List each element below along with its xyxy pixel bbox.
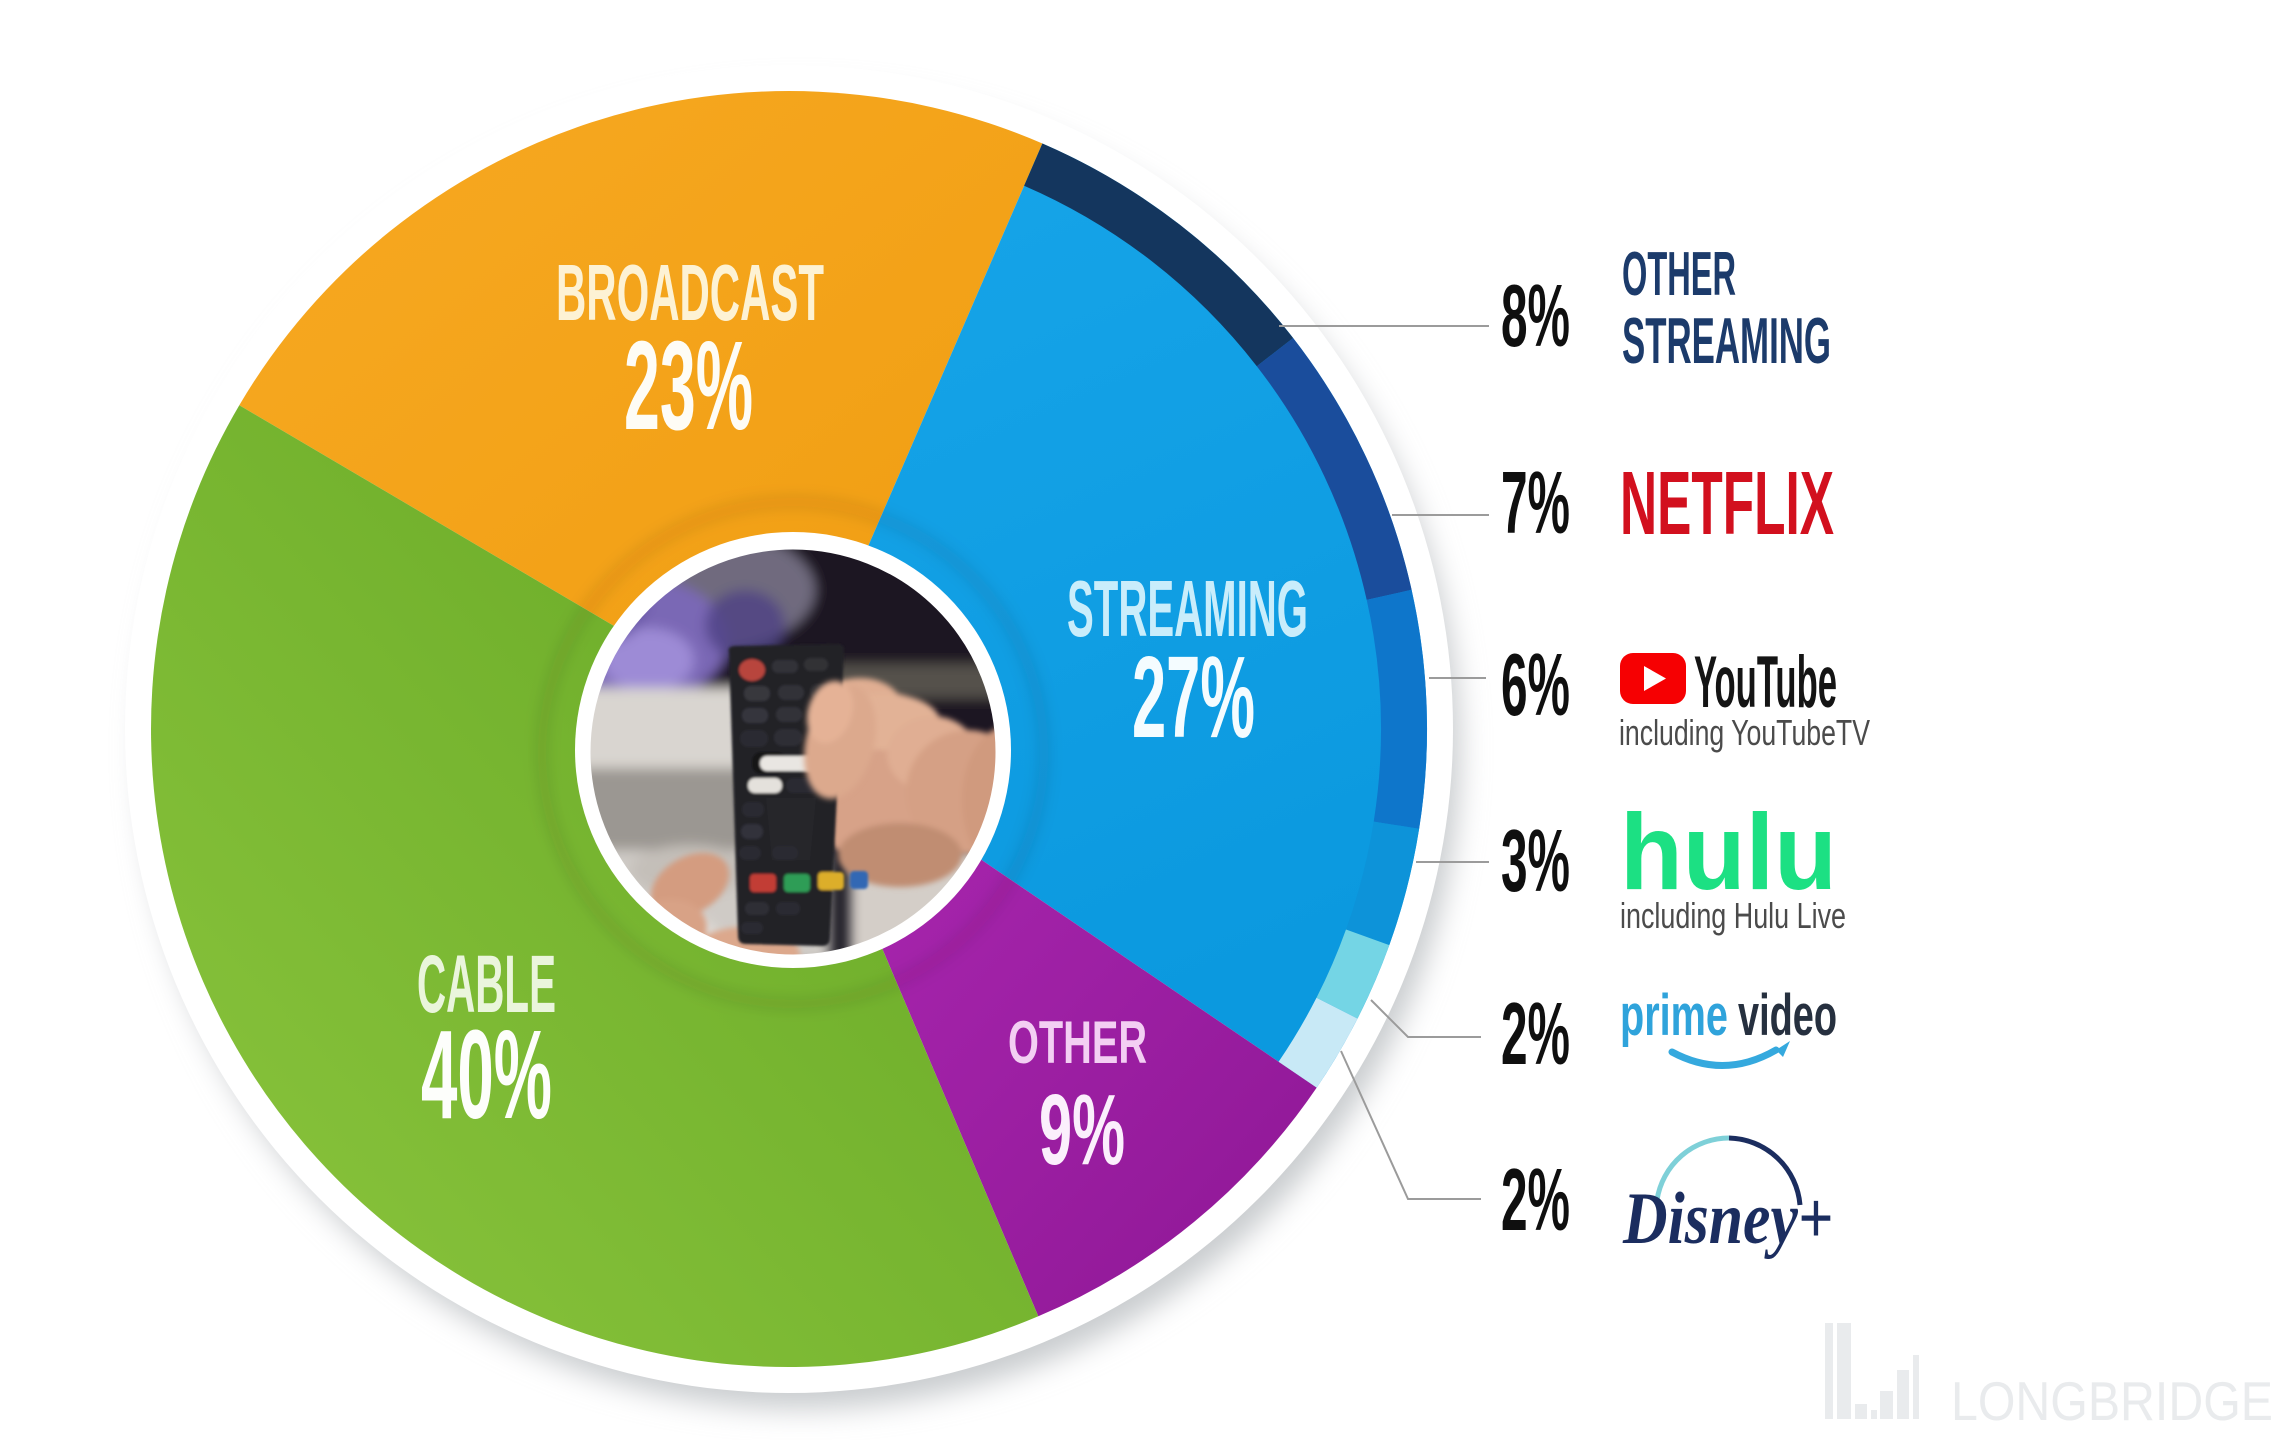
svg-text:40%: 40% (421, 1004, 552, 1145)
svg-text:8%: 8% (1501, 266, 1570, 365)
svg-text:NETFLIX: NETFLIX (1620, 454, 1834, 554)
svg-text:STREAMING: STREAMING (1067, 564, 1308, 653)
svg-text:2%: 2% (1501, 1150, 1570, 1249)
svg-text:hulu: hulu (1620, 791, 1837, 912)
svg-text:BROADCAST: BROADCAST (556, 248, 824, 337)
svg-text:including YouTubeTV: including YouTubeTV (1619, 712, 1870, 753)
svg-text:YouTube: YouTube (1694, 642, 1837, 723)
svg-text:7%: 7% (1501, 453, 1570, 552)
svg-text:video: video (1738, 983, 1837, 1048)
svg-text:9%: 9% (1039, 1074, 1125, 1186)
svg-text:6%: 6% (1501, 635, 1570, 734)
svg-text:Disney+: Disney+ (1622, 1178, 1833, 1260)
svg-text:CABLE: CABLE (417, 939, 556, 1030)
svg-text:prime: prime (1620, 983, 1728, 1048)
svg-text:including Hulu Live: including Hulu Live (1620, 895, 1846, 936)
svg-text:STREAMING: STREAMING (1622, 304, 1831, 377)
svg-text:LONGBRIDGE: LONGBRIDGE (1951, 1370, 2273, 1432)
svg-text:3%: 3% (1501, 811, 1570, 910)
svg-text:OTHER: OTHER (1008, 1009, 1147, 1076)
svg-text:27%: 27% (1132, 632, 1255, 762)
svg-text:2%: 2% (1501, 984, 1570, 1083)
svg-text:OTHER: OTHER (1622, 240, 1736, 309)
svg-text:23%: 23% (624, 315, 753, 456)
